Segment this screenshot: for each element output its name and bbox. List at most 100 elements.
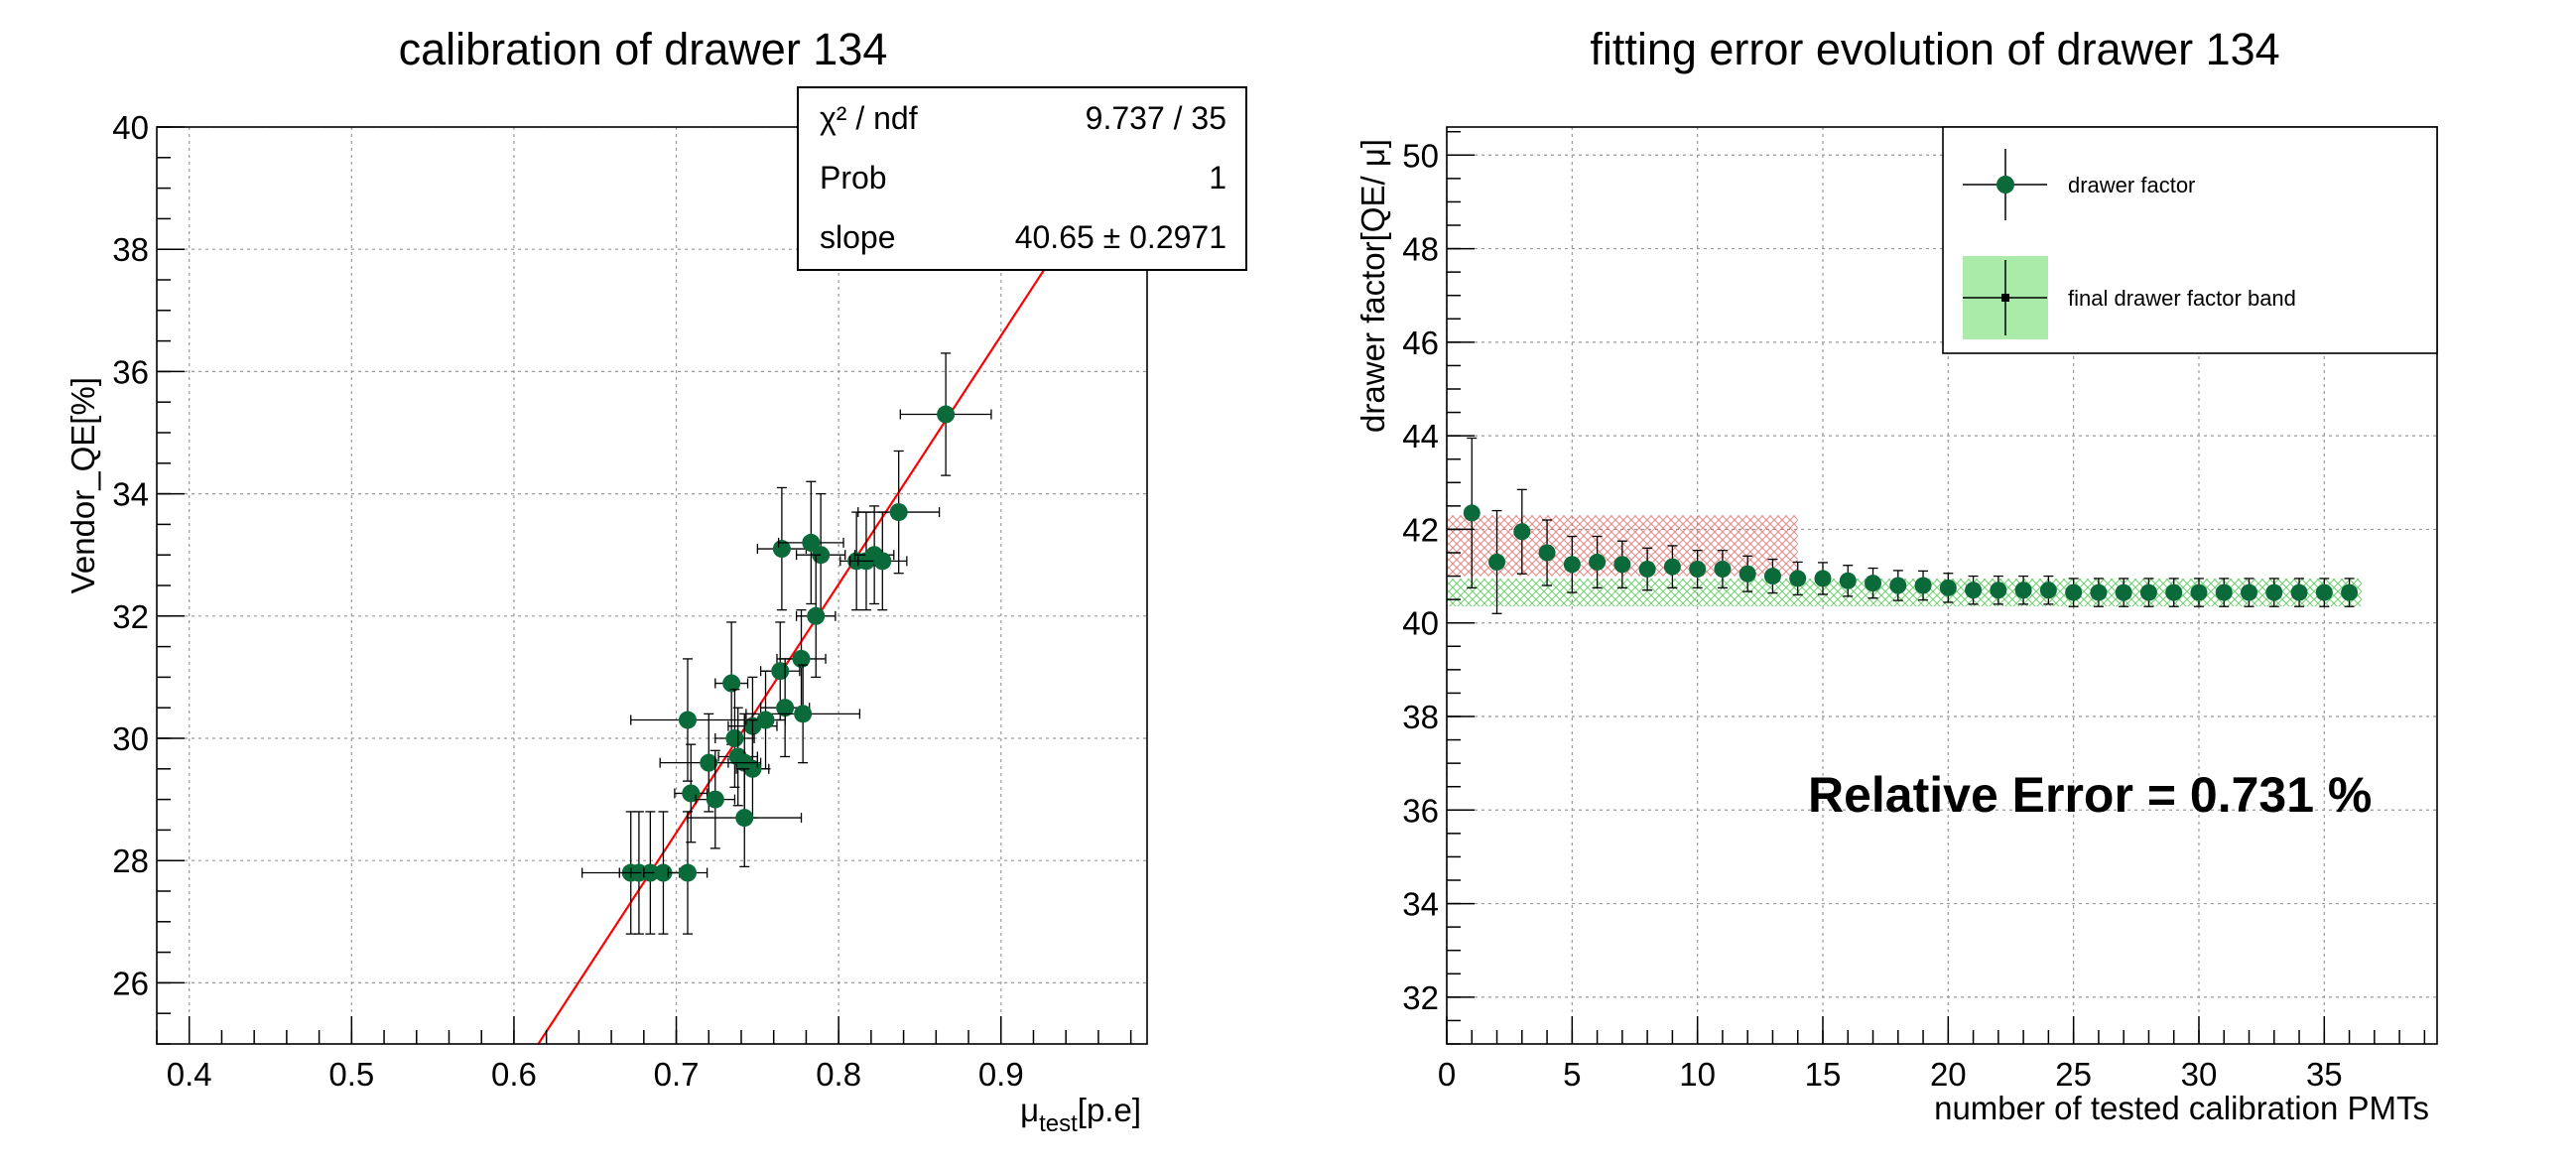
drawer-factor-point — [1488, 509, 1506, 614]
fitting-error-chart: fitting error evolution of drawer 134 0 5… — [1354, 24, 2438, 1126]
left-y-tick-label: 40 — [112, 109, 149, 146]
point-marker — [807, 606, 826, 625]
point-marker — [1714, 561, 1732, 578]
point-marker — [1613, 556, 1631, 574]
right-y-tick-label: 48 — [1402, 231, 1439, 268]
left-axis-ticks: 0.4 0.5 0.6 0.7 0.8 0.9 26 28 30 32 34 36 38 40 — [112, 109, 1132, 1093]
drawer-factor-point — [2315, 578, 2333, 607]
point-marker — [735, 809, 754, 828]
left-y-tick-label: 34 — [112, 476, 149, 513]
legend-marker-final-band — [1963, 256, 2048, 339]
right-x-tick-label: 20 — [1930, 1056, 1967, 1093]
data-point — [899, 352, 992, 476]
drawer-factor-point — [1865, 567, 1882, 599]
point-marker — [678, 711, 697, 729]
left-y-tick-label: 32 — [112, 598, 149, 635]
mu-subscript: test — [1039, 1110, 1078, 1137]
left-y-axis-label: Vendor_QE[%] — [64, 377, 101, 593]
point-marker — [802, 533, 821, 552]
point-marker — [722, 674, 741, 693]
left-y-tick-label: 36 — [112, 353, 149, 390]
drawer-factor-point — [2090, 578, 2108, 607]
legend-marker-drawer-factor — [1963, 149, 2047, 220]
right-x-tick-label: 5 — [1563, 1056, 1581, 1093]
left-x-tick-label: 0.8 — [816, 1056, 861, 1093]
point-marker — [1789, 570, 1807, 587]
point-marker — [2241, 584, 2258, 601]
drawer-factor-point — [1965, 575, 1983, 605]
left-x-tick-label: 0.7 — [654, 1056, 700, 1093]
point-marker — [1939, 579, 1957, 596]
point-marker — [1638, 561, 1656, 578]
left-x-tick-label: 0.4 — [167, 1056, 212, 1093]
point-marker — [1589, 553, 1607, 571]
drawer-factor-point — [2039, 575, 2057, 605]
drawer-factor-point — [1990, 575, 2007, 605]
point-marker — [1814, 570, 1832, 587]
drawer-factor-point — [2115, 578, 2132, 607]
point-marker — [2265, 584, 2283, 601]
point-marker — [2090, 584, 2108, 601]
right-y-tick-label: 40 — [1402, 605, 1439, 642]
stats-box: χ² / ndf 9.737 / 35 Prob 1 slope 40.65 ±… — [797, 86, 1247, 271]
right-x-tick-label: 25 — [2055, 1056, 2092, 1093]
drawer-factor-point — [1563, 535, 1581, 593]
drawer-factor-point — [1513, 488, 1531, 575]
drawer-factor-point — [2165, 578, 2183, 607]
right-y-tick-label: 46 — [1402, 324, 1439, 361]
data-point — [777, 480, 844, 605]
left-x-tick-label: 0.5 — [328, 1056, 374, 1093]
data-point — [756, 486, 808, 611]
drawer-factor-point — [2065, 578, 2083, 607]
drawer-factor-point — [2014, 575, 2032, 605]
right-x-tick-label: 35 — [2306, 1056, 2343, 1093]
point-marker — [1739, 565, 1756, 583]
point-marker — [1914, 577, 1932, 594]
legend-label-final-band: final drawer factor band — [2068, 286, 2296, 311]
data-point — [630, 658, 745, 782]
legend-label-drawer-factor: drawer factor — [2068, 173, 2195, 197]
drawer-factor-point — [1689, 549, 1707, 589]
left-x-tick-label: 0.9 — [978, 1056, 1024, 1093]
left-y-tick-label: 26 — [112, 965, 149, 1001]
point-marker — [2139, 584, 2157, 601]
point-marker — [772, 540, 791, 559]
right-y-tick-label: 38 — [1402, 699, 1439, 735]
point-marker — [792, 649, 811, 668]
right-y-tick-label: 50 — [1402, 137, 1439, 174]
point-marker — [776, 699, 795, 717]
point-marker — [2115, 584, 2132, 601]
point-marker — [1865, 575, 1882, 592]
point-marker — [771, 662, 790, 681]
drawer-factor-point — [1839, 565, 1857, 597]
point-marker — [1965, 582, 1983, 599]
drawer-factor-point — [1638, 547, 1656, 591]
point-marker — [678, 863, 697, 882]
point-marker — [2341, 584, 2359, 601]
data-point — [687, 768, 803, 868]
point-marker — [1513, 523, 1531, 541]
drawer-factor-point — [1789, 561, 1807, 596]
point-marker — [1990, 582, 2007, 599]
left-data-points — [580, 352, 992, 935]
drawer-factor-point — [1889, 570, 1907, 601]
point-marker — [2290, 584, 2308, 601]
data-point — [667, 811, 708, 935]
left-y-tick-label: 30 — [112, 720, 149, 757]
drawer-factor-point — [1914, 570, 1932, 601]
drawer-factor-point — [2241, 578, 2258, 607]
stats-label-prob: Prob — [820, 160, 887, 195]
point-marker — [725, 729, 744, 747]
point-marker — [2315, 584, 2333, 601]
relative-error-annotation: Relative Error = 0.731 % — [1808, 767, 2372, 823]
right-x-tick-label: 15 — [1805, 1056, 1842, 1093]
point-marker — [2215, 584, 2233, 601]
mu-symbol: μ — [1020, 1092, 1039, 1128]
point-marker — [1563, 556, 1581, 574]
point-marker — [2065, 584, 2083, 601]
data-point — [795, 554, 837, 679]
drawer-factor-point — [1763, 558, 1781, 594]
right-y-tick-label: 36 — [1402, 792, 1439, 829]
point-marker — [2165, 584, 2183, 601]
point-marker — [1463, 504, 1481, 522]
